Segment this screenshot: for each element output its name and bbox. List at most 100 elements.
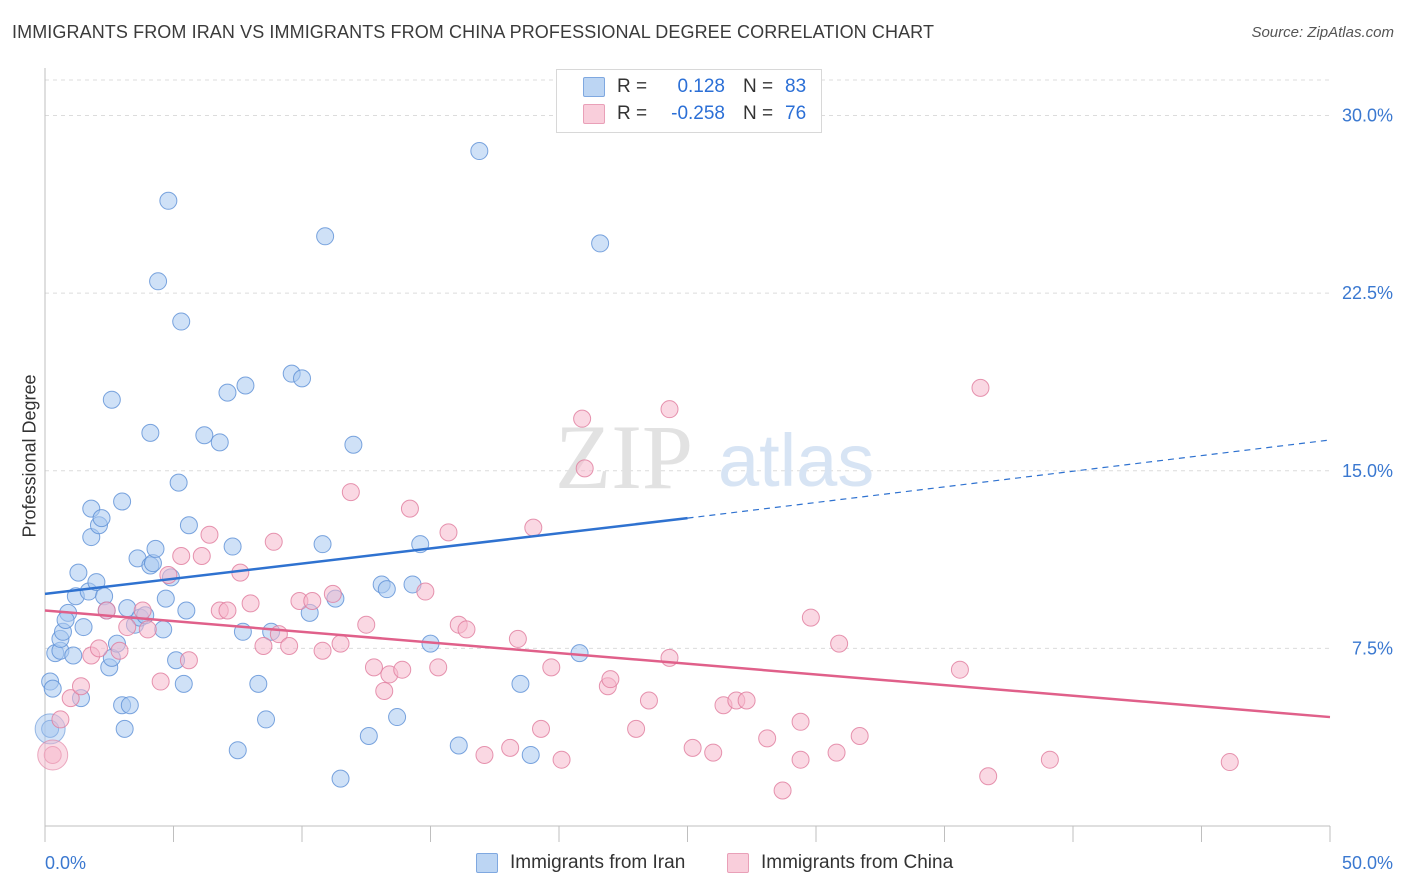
- china-point: [457, 620, 476, 639]
- iran-point: [74, 618, 93, 637]
- china-point: [791, 712, 810, 731]
- iran-point: [64, 646, 83, 665]
- gridlines: [45, 79, 1330, 649]
- y-tick-label: 7.5%: [1352, 638, 1393, 658]
- china-point: [51, 710, 70, 729]
- iran-point: [43, 679, 62, 698]
- iran-trend-line: [44, 516, 688, 596]
- china-point: [61, 689, 80, 708]
- legend-n-value: 83: [785, 76, 807, 97]
- china-point: [850, 727, 869, 746]
- iran-point: [69, 563, 88, 582]
- legend-r-value: -0.258: [671, 103, 725, 124]
- iran-point: [195, 426, 214, 445]
- legend-r-label: R =: [617, 103, 648, 124]
- legend-item-iran: Immigrants from Iran: [476, 852, 685, 874]
- china-point: [639, 691, 658, 710]
- y-tick-label: 22.5%: [1342, 283, 1393, 303]
- china-point: [218, 601, 237, 620]
- iran-point: [141, 423, 160, 442]
- iran-point: [159, 191, 178, 210]
- china-point: [827, 743, 846, 762]
- legend-n-label: N =: [743, 76, 774, 97]
- china-point: [341, 483, 360, 502]
- china-point: [429, 658, 448, 677]
- series-legend: Immigrants from Iran Immigrants from Chi…: [0, 852, 1406, 876]
- china-point: [400, 499, 419, 518]
- china-point: [280, 637, 299, 656]
- iran-point: [156, 589, 175, 608]
- china-point: [573, 409, 592, 428]
- china-point: [1040, 750, 1059, 769]
- iran-point: [449, 736, 468, 755]
- china-point: [138, 620, 157, 639]
- legend-swatch-china: [727, 853, 749, 873]
- china-point: [89, 639, 108, 658]
- tick-labels: 7.5% 15.0% 22.5% 30.0% 0.0% 50.0%: [45, 106, 1393, 873]
- iran-point: [92, 509, 111, 528]
- china-point: [830, 634, 849, 653]
- legend-item-china: Immigrants from China: [727, 852, 953, 874]
- correlation-legend: R = 0.128 N = 83 R = -0.258 N = 76: [556, 69, 822, 133]
- china-point: [439, 523, 458, 542]
- china-point: [313, 641, 332, 660]
- iran-point: [146, 539, 165, 558]
- legend-row-iran: R = 0.128 N = 83: [583, 75, 806, 99]
- china-point: [172, 547, 191, 566]
- legend-r-label: R =: [617, 76, 648, 97]
- china-point: [264, 532, 283, 551]
- iran-point: [228, 741, 247, 760]
- y-tick-label: 30.0%: [1342, 106, 1393, 126]
- china-point: [254, 637, 273, 656]
- y-tick-label: 15.0%: [1342, 461, 1393, 481]
- iran-point: [521, 745, 540, 764]
- china-point: [393, 660, 412, 679]
- china-point: [683, 738, 702, 757]
- china-point: [508, 629, 527, 648]
- china-point: [552, 750, 571, 769]
- iran-point: [102, 390, 121, 409]
- china-point: [542, 658, 561, 677]
- china-point: [200, 525, 219, 544]
- china-point: [801, 608, 820, 627]
- iran-point: [313, 535, 332, 554]
- china-point: [773, 781, 792, 800]
- china-point: [133, 601, 152, 620]
- watermark-atlas: atlas: [718, 419, 874, 502]
- series-iran: [34, 142, 610, 788]
- china-trend-line: [44, 609, 1331, 719]
- iran-point: [172, 312, 191, 331]
- china-point: [475, 745, 494, 764]
- legend-label-iran: Immigrants from Iran: [510, 852, 686, 873]
- iran-point: [218, 383, 237, 402]
- x-tick-label: 0.0%: [45, 853, 86, 873]
- china-point: [601, 670, 620, 689]
- china-point: [179, 651, 198, 670]
- iran-point: [316, 227, 335, 246]
- iran-point: [174, 674, 193, 693]
- iran-point: [177, 601, 196, 620]
- china-point: [375, 682, 394, 701]
- china-point: [737, 691, 756, 710]
- china-point: [241, 594, 260, 613]
- axes: [44, 68, 1331, 842]
- china-point: [791, 750, 810, 769]
- china-point: [151, 672, 170, 691]
- iran-point: [511, 674, 530, 693]
- china-point: [950, 660, 969, 679]
- iran-point: [470, 142, 489, 161]
- china-point: [71, 677, 90, 696]
- china-point: [524, 518, 543, 537]
- legend-swatch-iran: [476, 853, 498, 873]
- china-point: [331, 634, 350, 653]
- iran-point: [388, 708, 407, 727]
- iran-trend-extension: [687, 439, 1331, 519]
- iran-point: [120, 696, 139, 715]
- iran-point: [115, 719, 134, 738]
- legend-r-value: 0.128: [677, 76, 725, 97]
- iran-point: [591, 234, 610, 253]
- china-point: [501, 738, 520, 757]
- china-point: [323, 584, 342, 603]
- iran-point: [223, 537, 242, 556]
- series-china: [37, 378, 1239, 800]
